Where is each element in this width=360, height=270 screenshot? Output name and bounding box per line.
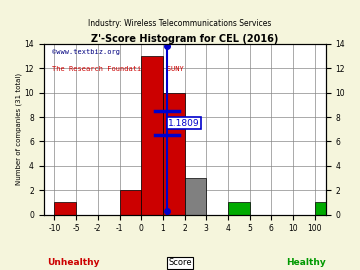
Bar xyxy=(228,202,250,215)
Text: 1.1809: 1.1809 xyxy=(168,119,200,128)
Bar xyxy=(185,178,206,215)
Text: The Research Foundation of SUNY: The Research Foundation of SUNY xyxy=(52,66,184,72)
Bar xyxy=(120,190,141,215)
Text: Healthy: Healthy xyxy=(286,258,326,267)
Text: Score: Score xyxy=(168,258,192,267)
Text: ©www.textbiz.org: ©www.textbiz.org xyxy=(52,49,120,55)
Bar xyxy=(315,202,337,215)
Y-axis label: Number of companies (31 total): Number of companies (31 total) xyxy=(15,73,22,185)
Text: Unhealthy: Unhealthy xyxy=(47,258,99,267)
Title: Z'-Score Histogram for CEL (2016): Z'-Score Histogram for CEL (2016) xyxy=(91,34,278,44)
Bar xyxy=(54,202,76,215)
Bar xyxy=(141,56,163,215)
Bar xyxy=(163,93,185,215)
Text: Industry: Wireless Telecommunications Services: Industry: Wireless Telecommunications Se… xyxy=(88,19,272,28)
